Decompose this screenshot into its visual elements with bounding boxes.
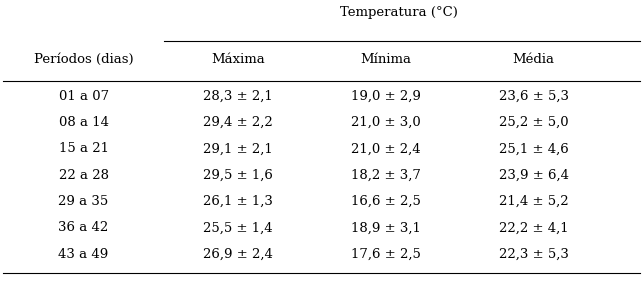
Text: Temperatura (°C): Temperatura (°C): [340, 6, 458, 19]
Text: 29,1 ± 2,1: 29,1 ± 2,1: [203, 142, 273, 155]
Text: 08 a 14: 08 a 14: [59, 116, 109, 129]
Text: 16,6 ± 2,5: 16,6 ± 2,5: [351, 195, 421, 208]
Text: 36 a 42: 36 a 42: [59, 221, 109, 234]
Text: 25,2 ± 5,0: 25,2 ± 5,0: [499, 116, 568, 129]
Text: 01 a 07: 01 a 07: [59, 90, 109, 103]
Text: 29,5 ± 1,6: 29,5 ± 1,6: [203, 169, 273, 182]
Text: 21,4 ± 5,2: 21,4 ± 5,2: [499, 195, 568, 208]
Text: 25,5 ± 1,4: 25,5 ± 1,4: [203, 221, 273, 234]
Text: 15 a 21: 15 a 21: [59, 142, 109, 155]
Text: 21,0 ± 2,4: 21,0 ± 2,4: [351, 142, 421, 155]
Text: 18,2 ± 3,7: 18,2 ± 3,7: [351, 169, 421, 182]
Text: Máxima: Máxima: [211, 53, 265, 65]
Text: 22,3 ± 5,3: 22,3 ± 5,3: [499, 248, 568, 261]
Text: 22,2 ± 4,1: 22,2 ± 4,1: [499, 221, 568, 234]
Text: 18,9 ± 3,1: 18,9 ± 3,1: [351, 221, 421, 234]
Text: 23,6 ± 5,3: 23,6 ± 5,3: [499, 90, 568, 103]
Text: 25,1 ± 4,6: 25,1 ± 4,6: [499, 142, 568, 155]
Text: 19,0 ± 2,9: 19,0 ± 2,9: [351, 90, 421, 103]
Text: 29,4 ± 2,2: 29,4 ± 2,2: [203, 116, 273, 129]
Text: 21,0 ± 3,0: 21,0 ± 3,0: [351, 116, 421, 129]
Text: 28,3 ± 2,1: 28,3 ± 2,1: [203, 90, 273, 103]
Text: Períodos (dias): Períodos (dias): [34, 53, 133, 65]
Text: 17,6 ± 2,5: 17,6 ± 2,5: [351, 248, 421, 261]
Text: 22 a 28: 22 a 28: [59, 169, 109, 182]
Text: 43 a 49: 43 a 49: [59, 248, 109, 261]
Text: 29 a 35: 29 a 35: [59, 195, 109, 208]
Text: Média: Média: [512, 53, 555, 65]
Text: 23,9 ± 6,4: 23,9 ± 6,4: [499, 169, 568, 182]
Text: 26,1 ± 1,3: 26,1 ± 1,3: [203, 195, 273, 208]
Text: 26,9 ± 2,4: 26,9 ± 2,4: [203, 248, 273, 261]
Text: Mínima: Mínima: [360, 53, 412, 65]
